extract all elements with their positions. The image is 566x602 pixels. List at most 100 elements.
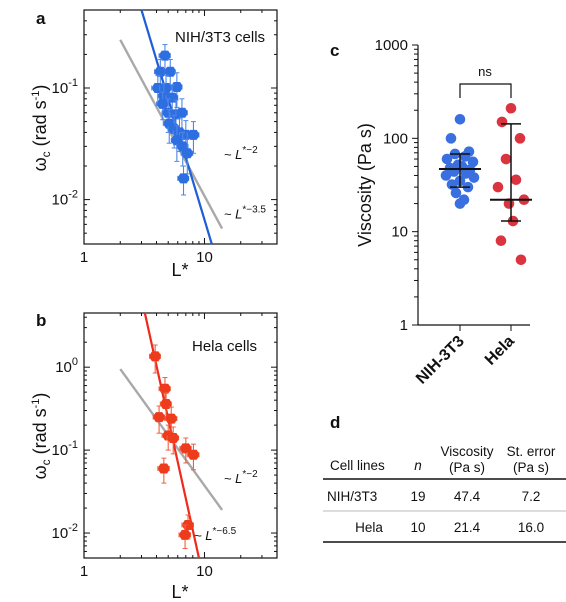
table-header-cell: n: [414, 458, 422, 473]
fit-line: [119, 39, 224, 230]
y-axis-label-symbol: ω: [30, 157, 50, 171]
data-point: [152, 405, 165, 434]
y-tick-label: 10: [391, 224, 408, 241]
data-point: [450, 187, 462, 199]
y-tick-label: 100: [383, 130, 408, 147]
data-point: [166, 426, 180, 455]
data-marker: [159, 383, 171, 394]
table-cell: 47.4: [454, 489, 481, 504]
data-point: [165, 84, 179, 116]
data-marker: [160, 398, 172, 409]
y-axis-label-exponent: -1: [30, 399, 42, 409]
data-point: [454, 198, 466, 209]
fit-label: ~ L*−6.5: [194, 526, 237, 543]
x-tick-label: 1: [80, 249, 88, 266]
data-point: [178, 524, 191, 550]
data-point: [177, 165, 190, 196]
panel-c: c 1 10 100 1000 ns Viscosity (Pa s) NIH-3T3…: [330, 37, 532, 388]
data-marker: [171, 82, 183, 93]
y-tick-label: 10-2: [52, 189, 78, 209]
data-marker: [159, 50, 171, 61]
data-point: [500, 153, 512, 165]
table-cell: 16.0: [518, 520, 544, 535]
y-axis-label-unit: (rad s: [30, 408, 50, 459]
data-point: [441, 153, 453, 165]
fit-labels: ~ L*−2 ~ L*−6.5: [194, 469, 258, 543]
data-point: [496, 116, 508, 128]
table-cell: 19: [410, 489, 425, 504]
data-point: [149, 344, 161, 374]
panel-letter: c: [330, 41, 339, 60]
table-header-cell: (Pa s): [449, 460, 485, 475]
y-tick-label: 1000: [375, 37, 408, 54]
data-marker: [187, 449, 199, 460]
panel-annotation: NIH/3T3 cells: [175, 29, 265, 46]
bracket-line: [459, 83, 512, 98]
axis-ticks: 1 10 100 1000: [375, 37, 512, 334]
y-tick-label: 10-1: [52, 439, 78, 459]
data-marker: [164, 66, 176, 77]
data-marker: [158, 463, 170, 474]
data-point: [181, 514, 194, 540]
data-point: [510, 174, 522, 186]
y-axis-label-close: ): [30, 393, 50, 399]
x-category-label: NIH-3T3: [413, 333, 468, 388]
data-point: [186, 443, 200, 471]
table-header-cell: St. error: [507, 444, 556, 459]
y-axis-label-subscript: c: [39, 151, 53, 157]
y-tick-label: 10-2: [52, 522, 78, 542]
data-marker: [152, 83, 164, 93]
x-category-label: Hela: [482, 333, 518, 369]
x-tick-label: 1: [80, 563, 88, 580]
significance-bracket: ns: [459, 64, 512, 98]
panel-letter: b: [36, 311, 46, 330]
panel-letter: d: [330, 413, 340, 432]
axis-ticks: 1 10 10-2 10-1 100: [52, 313, 277, 580]
data-point: [440, 170, 452, 181]
table-cell: 10: [410, 520, 425, 535]
table-cell: Hela: [355, 520, 383, 535]
table-cell: NIH/3T3: [327, 489, 377, 504]
data-point: [151, 74, 164, 106]
panel-annotation: Hela cells: [192, 338, 257, 355]
x-axis-label: L*: [171, 260, 188, 280]
data-point: [156, 91, 169, 121]
data-point: [467, 156, 479, 168]
data-point: [157, 457, 170, 484]
data-marker: [180, 443, 192, 454]
axis-ticks: 1 10 10-2 10-1: [52, 10, 277, 266]
y-axis-label-unit: (rad s: [30, 100, 50, 151]
data-point: [445, 133, 457, 144]
table-cell: 7.2: [522, 489, 541, 504]
x-tick-label: 10: [196, 249, 213, 266]
data-points: [149, 344, 200, 550]
y-axis-label-symbol: ω: [30, 465, 50, 479]
data-marker: [181, 148, 193, 159]
table-header-cell: (Pa s): [513, 460, 549, 475]
plot-frame: [83, 312, 278, 559]
data-marker: [149, 351, 161, 362]
data-point: [460, 168, 472, 179]
data-marker: [165, 413, 177, 424]
y-tick-label: 1: [400, 317, 408, 334]
data-point: [515, 254, 527, 266]
y-tick-label: 100: [55, 356, 78, 376]
table-header-cell: Viscosity: [440, 444, 493, 459]
panel-d: d Cell lines n Viscosity (Pa s) St. erro…: [323, 413, 566, 543]
plot-frame: [83, 9, 278, 245]
data-point: [468, 172, 480, 183]
data-group: [439, 113, 481, 209]
data-point: [492, 181, 504, 193]
data-groups: [439, 102, 532, 266]
y-axis-label-close: ): [30, 85, 50, 91]
data-point: [454, 113, 466, 125]
panel-letter: a: [36, 9, 46, 28]
table-row: Hela 10 21.4 16.0: [355, 520, 544, 535]
x-axis-label: L*: [171, 582, 188, 602]
data-marker: [167, 432, 179, 443]
y-axis-label-exponent: -1: [30, 91, 42, 101]
data-points: [151, 44, 200, 196]
table-header-cell: Cell lines: [330, 458, 385, 473]
